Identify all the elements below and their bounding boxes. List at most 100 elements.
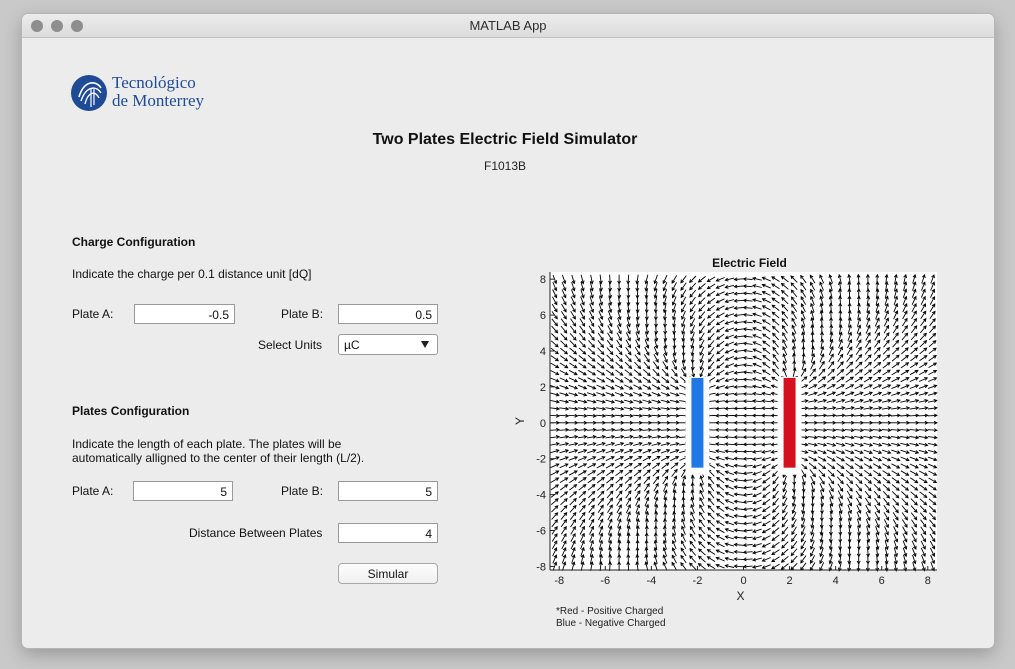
- field-arrow: [874, 325, 880, 334]
- field-arrow: [881, 392, 891, 396]
- field-arrowhead: [553, 540, 558, 545]
- charge-plate-a-input[interactable]: -0.5: [134, 304, 235, 324]
- close-window-button[interactable]: [31, 20, 43, 32]
- field-arrowhead: [868, 472, 873, 477]
- field-arrow: [570, 296, 576, 305]
- field-arrowhead: [742, 320, 747, 324]
- field-arrowhead: [828, 309, 833, 314]
- field-arrowhead: [656, 449, 662, 453]
- field-arrowhead: [610, 441, 616, 446]
- field-arrow: [835, 407, 845, 410]
- field-arrowhead: [636, 503, 641, 508]
- field-arrowhead: [914, 377, 919, 381]
- field-arrowhead: [896, 391, 901, 396]
- field-arrowhead: [629, 420, 634, 425]
- field-arrowhead: [903, 288, 908, 293]
- field-arrow: [927, 429, 937, 431]
- distance-input[interactable]: 4: [338, 523, 438, 543]
- field-arrow: [634, 354, 641, 363]
- y-tick-label: -4: [536, 490, 546, 502]
- field-arrowhead: [886, 472, 891, 476]
- charge-instruction: Indicate the charge per 0.1 distance uni…: [72, 267, 312, 281]
- field-arrow: [699, 512, 705, 521]
- field-arrowhead: [592, 413, 597, 418]
- field-arrow: [690, 526, 696, 535]
- field-arrow: [762, 535, 771, 541]
- field-arrowhead: [771, 318, 776, 323]
- field-arrow: [559, 399, 569, 403]
- field-arrowhead: [915, 391, 920, 396]
- field-arrowhead: [715, 299, 720, 304]
- field-arrow: [800, 562, 807, 571]
- field-arrowhead: [733, 349, 738, 354]
- field-arrowhead: [790, 296, 795, 301]
- field-arrow: [725, 341, 734, 346]
- field-arrowhead: [906, 406, 911, 411]
- field-arrowhead: [838, 553, 842, 558]
- field-arrow: [903, 274, 907, 284]
- field-arrowhead: [903, 531, 908, 536]
- field-arrow: [792, 332, 797, 342]
- field-arrowhead: [645, 510, 650, 515]
- field-arrowhead: [810, 302, 814, 307]
- field-arrow: [762, 456, 771, 461]
- field-arrowhead: [819, 546, 824, 551]
- length-plate-b-input[interactable]: 5: [338, 481, 438, 501]
- charge-plate-b-input[interactable]: 0.5: [338, 304, 438, 324]
- field-arrow: [918, 463, 928, 469]
- field-arrowhead: [671, 561, 676, 566]
- field-arrow: [653, 483, 659, 492]
- field-arrowhead: [847, 553, 852, 558]
- field-arrowhead: [875, 538, 880, 543]
- field-arrow: [587, 463, 596, 469]
- field-arrow: [854, 414, 864, 417]
- field-arrowhead: [905, 457, 910, 462]
- field-arrow: [819, 361, 825, 370]
- field-arrowhead: [689, 562, 693, 567]
- field-arrowhead: [877, 465, 882, 469]
- field-arrowhead: [733, 291, 738, 296]
- field-arrow: [900, 449, 910, 454]
- field-arrow: [624, 376, 633, 383]
- field-arrow: [772, 311, 780, 319]
- field-arrowhead: [839, 353, 844, 358]
- field-arrowhead: [811, 360, 816, 365]
- field-arrow: [605, 384, 615, 390]
- field-arrowhead: [554, 336, 559, 341]
- field-arrowhead: [599, 525, 604, 530]
- field-arrowhead: [780, 559, 785, 563]
- length-plate-a-input[interactable]: 5: [133, 481, 233, 501]
- units-select[interactable]: µC: [338, 334, 438, 355]
- field-arrowhead: [857, 531, 861, 536]
- field-arrowhead: [600, 497, 605, 502]
- field-arrow: [559, 392, 569, 396]
- field-arrowhead: [811, 488, 816, 493]
- field-arrowhead: [617, 302, 622, 307]
- field-arrow: [918, 370, 928, 375]
- field-arrow: [578, 491, 586, 499]
- field-arrow: [633, 414, 643, 417]
- field-arrow: [626, 325, 631, 334]
- simulate-button[interactable]: Simular: [338, 563, 438, 584]
- field-arrowhead: [878, 442, 883, 447]
- field-arrow: [654, 296, 658, 306]
- field-arrowhead: [856, 546, 861, 551]
- zoom-window-button[interactable]: [71, 20, 83, 32]
- minimize-window-button[interactable]: [51, 20, 63, 32]
- field-arrowhead: [666, 441, 671, 446]
- field-arrow: [772, 368, 780, 377]
- field-arrowhead: [762, 494, 767, 498]
- field-arrow: [866, 540, 870, 550]
- field-arrow: [857, 303, 860, 313]
- field-arrowhead: [733, 327, 738, 332]
- field-arrowhead: [590, 301, 594, 306]
- field-arrow: [881, 399, 891, 403]
- field-arrowhead: [933, 413, 938, 418]
- field-arrow: [669, 436, 679, 439]
- field-arrowhead: [733, 435, 738, 440]
- charge-plate-a-label: Plate A:: [72, 307, 114, 321]
- field-arrowhead: [591, 357, 596, 362]
- field-arrowhead: [698, 526, 703, 531]
- field-arrow: [671, 562, 678, 571]
- field-arrow: [855, 490, 862, 499]
